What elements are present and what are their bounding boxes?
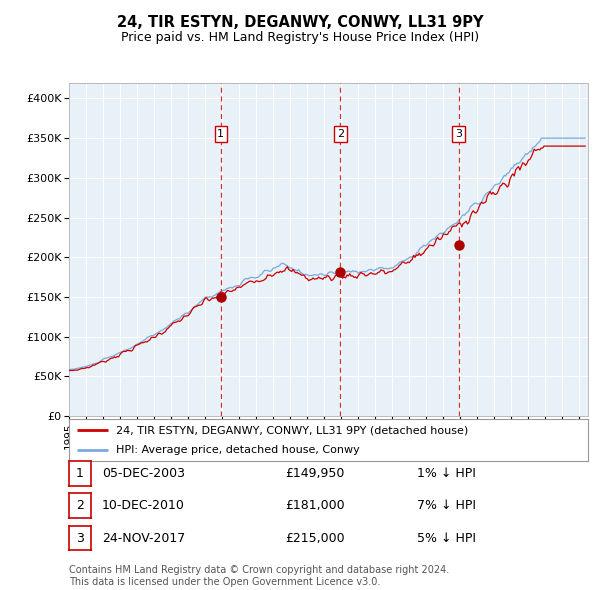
Text: 10-DEC-2010: 10-DEC-2010: [102, 499, 185, 512]
Text: 24, TIR ESTYN, DEGANWY, CONWY, LL31 9PY: 24, TIR ESTYN, DEGANWY, CONWY, LL31 9PY: [117, 15, 483, 30]
Text: 1% ↓ HPI: 1% ↓ HPI: [417, 467, 476, 480]
Text: Price paid vs. HM Land Registry's House Price Index (HPI): Price paid vs. HM Land Registry's House …: [121, 31, 479, 44]
Text: £149,950: £149,950: [285, 467, 344, 480]
Text: 1: 1: [76, 467, 84, 480]
Text: 05-DEC-2003: 05-DEC-2003: [102, 467, 185, 480]
Text: 2: 2: [76, 499, 84, 512]
Text: 1: 1: [217, 129, 224, 139]
Text: HPI: Average price, detached house, Conwy: HPI: Average price, detached house, Conw…: [116, 445, 359, 455]
Text: Contains HM Land Registry data © Crown copyright and database right 2024.
This d: Contains HM Land Registry data © Crown c…: [69, 565, 449, 587]
Text: 3: 3: [76, 532, 84, 545]
Text: 2: 2: [337, 129, 344, 139]
Text: 24-NOV-2017: 24-NOV-2017: [102, 532, 185, 545]
Text: £181,000: £181,000: [285, 499, 344, 512]
Text: 24, TIR ESTYN, DEGANWY, CONWY, LL31 9PY (detached house): 24, TIR ESTYN, DEGANWY, CONWY, LL31 9PY …: [116, 425, 468, 435]
Text: 5% ↓ HPI: 5% ↓ HPI: [417, 532, 476, 545]
Text: 7% ↓ HPI: 7% ↓ HPI: [417, 499, 476, 512]
Text: £215,000: £215,000: [285, 532, 344, 545]
Text: 3: 3: [455, 129, 462, 139]
